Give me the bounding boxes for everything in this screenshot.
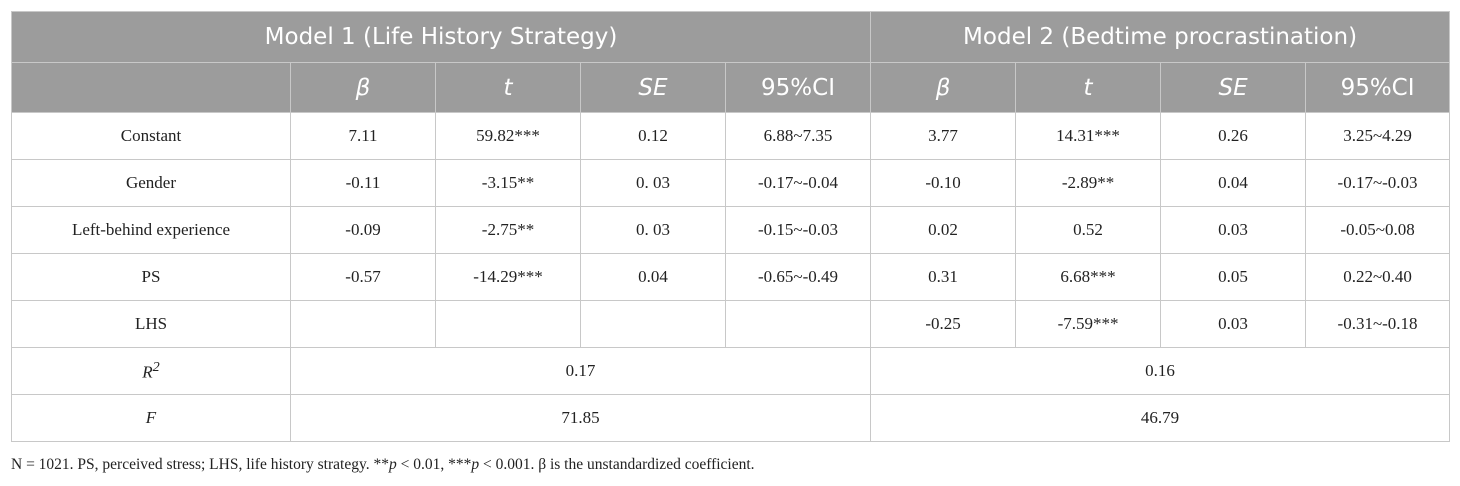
m2-t: 0.52 — [1015, 206, 1162, 254]
m2-se: 0.26 — [1160, 112, 1307, 160]
f-label: F — [11, 394, 291, 442]
m2-beta: 0.02 — [870, 206, 1017, 254]
m1-se — [580, 300, 726, 348]
table-row: PS -0.57 -14.29*** 0.04 -0.65~-0.49 0.31… — [11, 253, 1451, 301]
m2-ci: -0.17~-0.03 — [1305, 159, 1451, 207]
m1-f-value: 71.85 — [289, 394, 872, 442]
m1-ci: -0.17~-0.04 — [724, 159, 872, 207]
m1-ci — [724, 300, 872, 348]
m1-beta — [290, 300, 436, 348]
m2-se: 0.03 — [1160, 206, 1307, 254]
m1-ci: -0.15~-0.03 — [724, 206, 872, 254]
row-label-header — [11, 62, 291, 113]
header-row-columns: β t SE 95%CI β t SE 95%CI — [11, 62, 1451, 113]
row-label: PS — [11, 253, 291, 301]
table-row: Left-behind experience -0.09 -2.75** 0. … — [11, 206, 1451, 254]
row-label: Constant — [11, 112, 291, 160]
m2-ci-header: 95%CI — [1305, 62, 1451, 113]
m2-r-squared: 0.16 — [870, 347, 1451, 395]
model1-header: Model 1 (Life History Strategy) — [10, 11, 872, 63]
f-stat-row: F 71.85 46.79 — [11, 394, 1451, 442]
m2-t: 14.31*** — [1015, 112, 1162, 160]
m1-se: 0. 03 — [580, 206, 726, 254]
m2-ci: -0.31~-0.18 — [1305, 300, 1451, 348]
m2-beta: -0.10 — [870, 159, 1017, 207]
m1-ci: 6.88~7.35 — [724, 112, 872, 160]
m2-beta: 3.77 — [870, 112, 1017, 160]
table-footnote: N = 1021. PS, perceived stress; LHS, lif… — [11, 456, 755, 473]
m2-se: 0.04 — [1160, 159, 1307, 207]
m2-t-header: t — [1015, 62, 1162, 113]
row-label: Gender — [11, 159, 291, 207]
header-row-models: Model 1 (Life History Strategy) Model 2 … — [10, 11, 1451, 63]
m1-beta: -0.57 — [290, 253, 436, 301]
r-squared-label: R2 — [11, 347, 291, 395]
m2-beta-header: β — [870, 62, 1017, 113]
m2-se-header: SE — [1160, 62, 1307, 113]
m2-t: 6.68*** — [1015, 253, 1162, 301]
m1-se: 0.04 — [580, 253, 726, 301]
m1-se: 0.12 — [580, 112, 726, 160]
m1-r-squared: 0.17 — [289, 347, 872, 395]
m1-se-header: SE — [580, 62, 726, 113]
row-label: Left-behind experience — [11, 206, 291, 254]
m2-beta: 0.31 — [870, 253, 1017, 301]
table-row: Gender -0.11 -3.15** 0. 03 -0.17~-0.04 -… — [11, 159, 1451, 207]
table-row: LHS -0.25 -7.59*** 0.03 -0.31~-0.18 — [11, 300, 1451, 348]
m1-t: -2.75** — [435, 206, 581, 254]
m2-se: 0.03 — [1160, 300, 1307, 348]
m1-beta: -0.09 — [290, 206, 436, 254]
table-row: Constant 7.11 59.82*** 0.12 6.88~7.35 3.… — [11, 112, 1451, 160]
m1-se: 0. 03 — [580, 159, 726, 207]
m1-t — [435, 300, 581, 348]
m1-t: 59.82*** — [435, 112, 581, 160]
m1-ci-header: 95%CI — [724, 62, 872, 113]
row-label: LHS — [11, 300, 291, 348]
m2-ci: -0.05~0.08 — [1305, 206, 1451, 254]
m2-t: -7.59*** — [1015, 300, 1162, 348]
m1-t: -14.29*** — [435, 253, 581, 301]
m1-t-header: t — [435, 62, 581, 113]
m1-t: -3.15** — [435, 159, 581, 207]
m1-beta: 7.11 — [290, 112, 436, 160]
regression-table: Model 1 (Life History Strategy) Model 2 … — [10, 11, 1451, 442]
model2-header: Model 2 (Bedtime procrastination) — [870, 11, 1451, 63]
m2-t: -2.89** — [1015, 159, 1162, 207]
m2-beta: -0.25 — [870, 300, 1017, 348]
m2-ci: 0.22~0.40 — [1305, 253, 1451, 301]
m1-ci: -0.65~-0.49 — [724, 253, 872, 301]
m2-ci: 3.25~4.29 — [1305, 112, 1451, 160]
m1-beta-header: β — [290, 62, 436, 113]
m2-f-value: 46.79 — [870, 394, 1451, 442]
r-squared-row: R2 0.17 0.16 — [11, 347, 1451, 395]
m1-beta: -0.11 — [290, 159, 436, 207]
m2-se: 0.05 — [1160, 253, 1307, 301]
